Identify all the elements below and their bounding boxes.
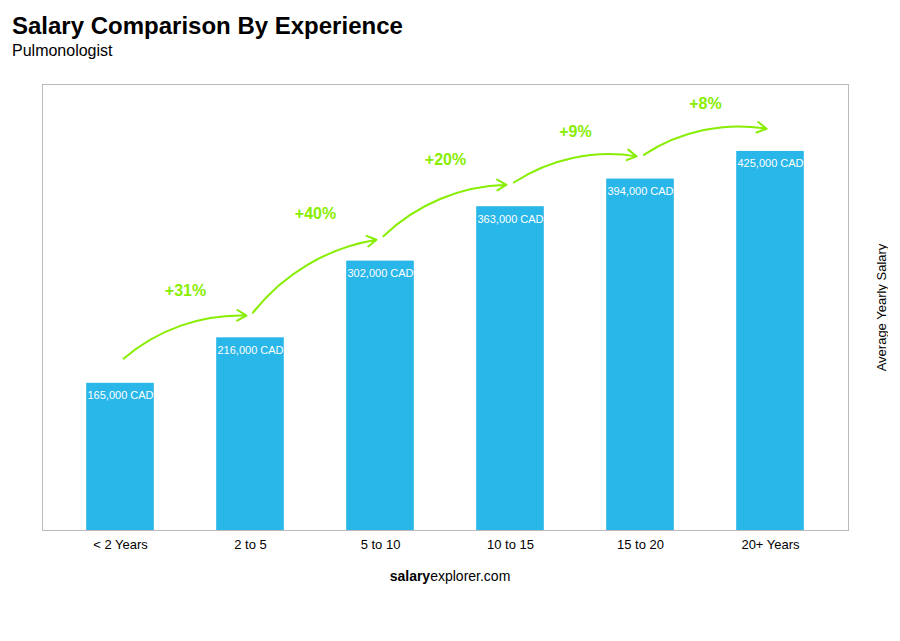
svg-text:216,000 CAD: 216,000 CAD (217, 344, 283, 356)
svg-text:20+ Years: 20+ Years (741, 537, 800, 552)
svg-text:394,000 CAD: 394,000 CAD (607, 185, 673, 197)
svg-text:+40%: +40% (295, 205, 336, 222)
svg-text:2 to 5: 2 to 5 (234, 537, 267, 552)
svg-text:+20%: +20% (425, 151, 466, 168)
svg-text:302,000 CAD: 302,000 CAD (347, 267, 413, 279)
svg-text:15 to 20: 15 to 20 (617, 537, 664, 552)
svg-text:Average Yearly Salary: Average Yearly Salary (874, 243, 889, 371)
svg-text:+8%: +8% (689, 95, 721, 112)
svg-text:+31%: +31% (165, 282, 206, 299)
svg-text:425,000 CAD: 425,000 CAD (737, 157, 803, 169)
svg-text:363,000 CAD: 363,000 CAD (477, 213, 543, 225)
svg-text:< 2 Years: < 2 Years (93, 537, 148, 552)
html-text:salary explorer.com: salary explorer.com (389, 568, 511, 584)
svg-text:165,000 CAD: 165,000 CAD (87, 389, 153, 401)
html-text:Pulmonologist: Pulmonologist (12, 42, 113, 59)
svg-text:10 to 15: 10 to 15 (487, 537, 534, 552)
svg-text:5 to 10: 5 to 10 (361, 537, 401, 552)
svg-text:+9%: +9% (559, 123, 591, 140)
html-text:Salary Comparison By Experienc: Salary Comparison By Experience (12, 12, 403, 39)
